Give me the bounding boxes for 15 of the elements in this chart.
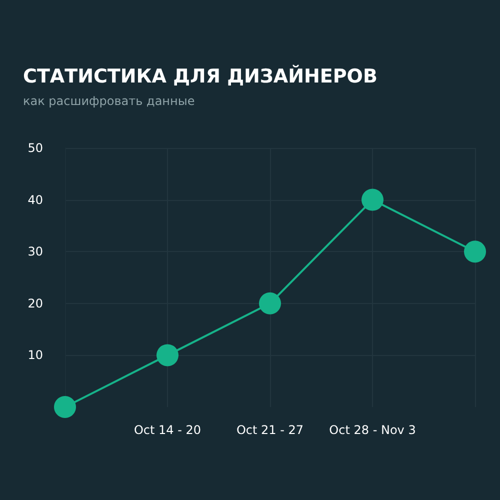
x-tick-label: Oct 21 - 27 (236, 423, 304, 437)
y-tick-label: 10 (28, 348, 43, 362)
x-tick-label: Oct 14 - 20 (134, 423, 202, 437)
y-tick-label: 30 (28, 244, 43, 259)
y-tick-label: 50 (28, 141, 43, 155)
y-tick-label: 20 (28, 296, 43, 310)
chart-title: СТАТИСТИКА ДЛЯ ДИЗАЙНЕРОВ (23, 64, 378, 88)
point (259, 292, 281, 314)
point (362, 188, 384, 211)
y-tick-label: 40 (28, 192, 43, 207)
point (156, 344, 178, 366)
chart-subtitle: как расшифровать данные (23, 94, 195, 108)
x-tick-label: Oct 28 - Nov 3 (329, 423, 416, 437)
point (464, 240, 486, 263)
point (54, 396, 76, 418)
